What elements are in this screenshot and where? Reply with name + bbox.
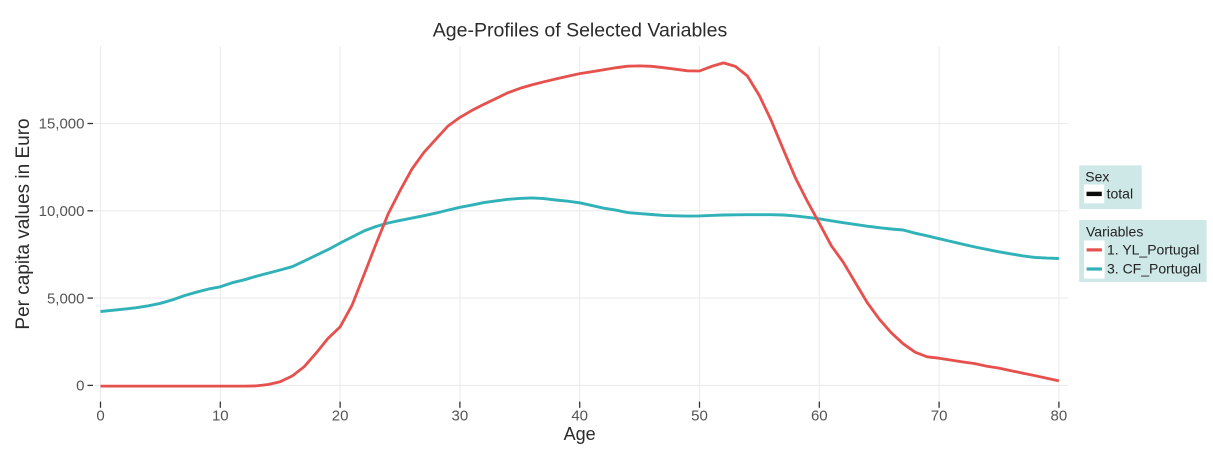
svg-text:1. YL_Portugal: 1. YL_Portugal (1107, 242, 1199, 258)
svg-text:Age-Profiles of Selected Varia: Age-Profiles of Selected Variables (433, 20, 728, 42)
svg-text:40: 40 (571, 408, 588, 425)
svg-text:3. CF_Portugal: 3. CF_Portugal (1107, 261, 1201, 277)
svg-text:5,000: 5,000 (47, 290, 85, 307)
svg-text:10: 10 (212, 408, 229, 425)
svg-text:30: 30 (452, 408, 469, 425)
svg-text:total: total (1107, 186, 1133, 202)
svg-text:70: 70 (931, 408, 948, 425)
svg-text:10,000: 10,000 (39, 203, 85, 220)
svg-text:60: 60 (811, 408, 828, 425)
svg-text:Sex: Sex (1085, 169, 1109, 185)
svg-text:0: 0 (76, 378, 84, 395)
svg-text:0: 0 (96, 408, 104, 425)
svg-text:80: 80 (1051, 408, 1068, 425)
svg-text:Age: Age (564, 424, 596, 444)
svg-text:Variables: Variables (1086, 224, 1143, 240)
svg-text:15,000: 15,000 (39, 116, 85, 133)
svg-text:Per capita values in Euro: Per capita values in Euro (13, 118, 34, 329)
svg-text:50: 50 (691, 408, 708, 425)
svg-text:20: 20 (332, 408, 349, 425)
